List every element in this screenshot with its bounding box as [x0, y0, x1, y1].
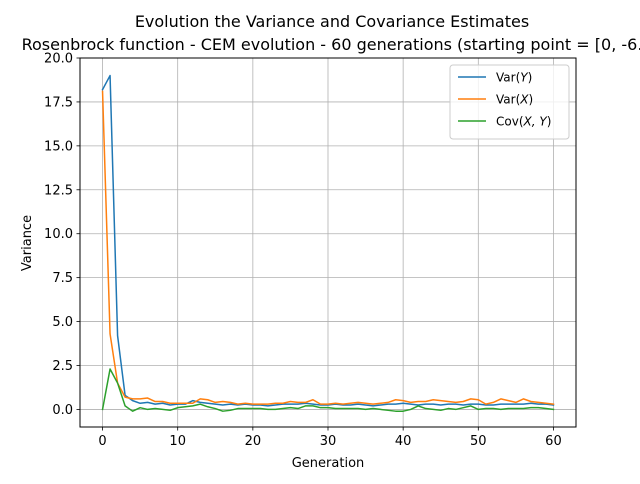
y-tick-label: 10.0 — [44, 227, 73, 242]
y-tick-label: 20.0 — [44, 52, 73, 67]
x-tick-label: 0 — [98, 434, 106, 449]
legend-label: Cov(X, Y) — [496, 115, 551, 129]
legend-entry-2: Cov(X, Y) — [458, 115, 551, 129]
chart-title: Evolution the Variance and Covariance Es… — [135, 12, 529, 31]
x-tick-label: 50 — [470, 434, 487, 449]
legend-label: Var(Y) — [496, 71, 532, 85]
y-tick-label: 15.0 — [44, 139, 73, 154]
x-axis-label: Generation — [292, 456, 365, 471]
x-tick-label: 30 — [320, 434, 337, 449]
y-tick-label: 12.5 — [44, 183, 73, 198]
series-line-0 — [101, 74, 555, 407]
x-tick-label: 10 — [169, 434, 186, 449]
series-line-2 — [101, 368, 555, 412]
series-line-1 — [101, 90, 555, 405]
x-tick-label: 60 — [545, 434, 562, 449]
legend-entry-0: Var(Y) — [458, 71, 532, 85]
x-tick-label: 40 — [395, 434, 412, 449]
y-axis-label: Variance — [20, 215, 35, 271]
y-tick-label: 2.5 — [52, 359, 73, 374]
legend-entry-1: Var(X) — [458, 93, 533, 107]
axis-ticks: 0 10 20 30 40 50 60 0.0 2.5 5.0 7.5 10.0 12.5 15.0 17.… — [44, 52, 562, 450]
legend: Var(Y) Var(X) Cov(X, Y) — [449, 64, 570, 140]
y-tick-label: 7.5 — [52, 271, 73, 286]
legend-label: Var(X) — [496, 93, 533, 107]
y-tick-label: 0.0 — [52, 403, 73, 418]
y-tick-label: 17.5 — [44, 95, 73, 110]
x-tick-label: 20 — [245, 434, 262, 449]
series-lines — [101, 74, 555, 412]
chart-subtitle: Rosenbrock function - CEM evolution - 60… — [22, 35, 640, 54]
y-tick-label: 5.0 — [52, 315, 73, 330]
